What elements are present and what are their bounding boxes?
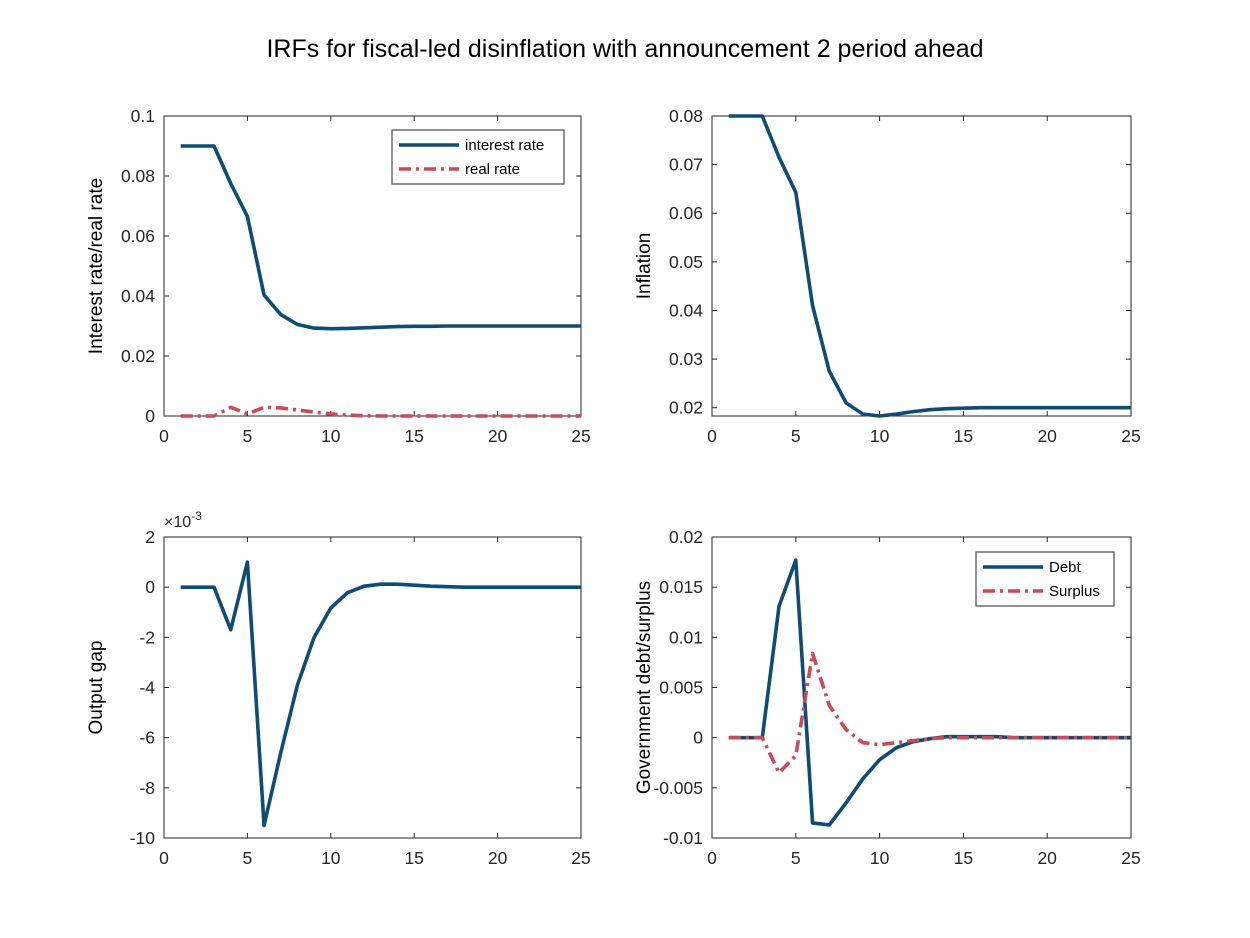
panel-output-gap-xtick-label: 20 xyxy=(488,848,508,868)
panel-output-gap-xtick-label: 0 xyxy=(159,848,169,868)
panel-inflation-xtick-label: 10 xyxy=(870,426,890,446)
panel-output-gap: 0 5 10 15 20 25 -10 -8 -6 -4 -2 0 2 ×10-3 Output gap xyxy=(86,509,591,868)
panel-interest-rate-ytick-label: 0.08 xyxy=(121,166,155,186)
panel-output-gap-xtick-label: 15 xyxy=(404,848,423,868)
panel-government-debt-legend-label: Surplus xyxy=(1049,583,1100,600)
panel-government-debt-xtick-label: 10 xyxy=(870,848,890,868)
panel-inflation-series-line xyxy=(728,114,1131,418)
panel-interest-rate-legend-label: real rate xyxy=(465,161,520,178)
panel-output-gap-axes-frame xyxy=(163,536,582,839)
panel-inflation-xtick-label: 5 xyxy=(791,426,801,446)
panel-output-gap-xtick-label: 10 xyxy=(321,848,341,868)
panel-interest-rate-ytick-label: 0.02 xyxy=(121,346,155,366)
panel-government-debt-ytick-label: 0.02 xyxy=(669,527,703,547)
panel-interest-rate-ylabel: Interest rate/real rate xyxy=(86,178,107,354)
panel-government-debt-legend: Debt Surplus xyxy=(975,551,1115,607)
panel-government-debt-xtick-label: 20 xyxy=(1037,848,1057,868)
panel-interest-rate-xtick-label: 5 xyxy=(243,426,253,446)
panel-government-debt-xtick-label: 5 xyxy=(791,848,801,868)
panel-inflation-xtick-label: 0 xyxy=(707,426,717,446)
panel-output-gap-ytick-label: -4 xyxy=(139,678,155,698)
panel-interest-rate-series-interest-rate xyxy=(180,144,581,331)
panel-inflation-xtick-label: 25 xyxy=(1121,426,1140,446)
panel-inflation-xtick-label: 15 xyxy=(954,426,973,446)
panel-inflation-ytick-label: 0.06 xyxy=(669,203,703,223)
panel-government-debt-series-surplus xyxy=(728,651,1131,775)
panel-interest-rate-ytick-label: 0.06 xyxy=(121,226,155,246)
panel-output-gap-ytick-label: -2 xyxy=(139,627,155,647)
panel-interest-rate-xtick-label: 25 xyxy=(571,426,590,446)
panel-government-debt: 0 5 10 15 20 25 -0.01 -0.005 0 0.005 0.01 0.015 0.02… xyxy=(634,527,1141,868)
panel-interest-rate-ytick-label: 0.04 xyxy=(121,286,155,306)
panel-inflation-ytick-label: 0.04 xyxy=(669,300,703,320)
panel-government-debt-ytick-label: -0.01 xyxy=(663,828,703,848)
panel-government-debt-ytick-label: 0 xyxy=(693,728,703,748)
panel-government-debt-xtick-label: 25 xyxy=(1121,848,1140,868)
panel-interest-rate-legend-box xyxy=(391,129,565,185)
panel-inflation-axes-frame xyxy=(711,115,1132,417)
panel-inflation-ytick-label: 0.03 xyxy=(669,349,703,369)
panel-interest-rate: 0 5 10 15 20 25 0 0.02 0.04 0.06 0.08 0.1 Interest r… xyxy=(86,106,591,446)
panel-output-gap-ytick-label: -6 xyxy=(139,728,155,748)
panel-output-gap-ytick-label: 0 xyxy=(145,577,155,597)
panel-interest-rate-series-real-rate xyxy=(180,405,581,418)
panel-interest-rate-xtick-label: 10 xyxy=(321,426,341,446)
panel-inflation-xtick-label: 20 xyxy=(1037,426,1057,446)
panel-inflation-ytick-label: 0.02 xyxy=(669,398,703,418)
panel-interest-rate-legend-label: interest rate xyxy=(465,137,544,154)
panel-government-debt-ytick-label: 0.005 xyxy=(659,678,703,698)
panel-government-debt-xtick-label: 15 xyxy=(954,848,973,868)
panel-government-debt-ytick-label: 0.01 xyxy=(669,627,703,647)
panel-output-gap-ytick-label: 2 xyxy=(145,527,155,547)
panel-output-gap-series-line xyxy=(180,560,581,828)
panel-government-debt-legend-box xyxy=(975,551,1115,607)
panel-interest-rate-ytick-label: 0 xyxy=(145,406,155,426)
panel-interest-rate-legend: interest rate real rate xyxy=(391,129,565,185)
panel-interest-rate-xtick-label: 0 xyxy=(159,426,169,446)
panel-output-gap-xtick-label: 5 xyxy=(243,848,253,868)
panel-inflation-ylabel: Inflation xyxy=(634,233,655,300)
panel-interest-rate-ytick-label: 0.1 xyxy=(131,106,155,126)
panel-output-gap-ytick-label: -10 xyxy=(130,828,156,848)
panel-inflation: 0 5 10 15 20 25 0.02 0.03 0.04 0.05 0.06 0.07 0.08 In… xyxy=(634,106,1141,446)
panel-interest-rate-xtick-label: 20 xyxy=(488,426,508,446)
panel-interest-rate-xtick-label: 15 xyxy=(404,426,423,446)
panel-government-debt-ytick-label: -0.005 xyxy=(653,778,703,798)
panel-government-debt-ylabel: Government debt/surplus xyxy=(634,581,655,794)
panel-inflation-ytick-label: 0.08 xyxy=(669,106,703,126)
panel-output-gap-axis-multiplier: ×10-3 xyxy=(164,509,202,531)
panel-inflation-ytick-label: 0.05 xyxy=(669,252,703,272)
panel-government-debt-ytick-label: 0.015 xyxy=(659,577,703,597)
panel-output-gap-ylabel: Output gap xyxy=(86,640,107,734)
panel-output-gap-ytick-label: -8 xyxy=(139,778,155,798)
panel-output-gap-xtick-label: 25 xyxy=(571,848,590,868)
figure-title: IRFs for fiscal-led disinflation with an… xyxy=(266,35,983,63)
panel-inflation-ytick-label: 0.07 xyxy=(669,155,703,175)
panel-government-debt-xtick-label: 0 xyxy=(707,848,717,868)
panel-government-debt-legend-label: Debt xyxy=(1049,559,1082,576)
